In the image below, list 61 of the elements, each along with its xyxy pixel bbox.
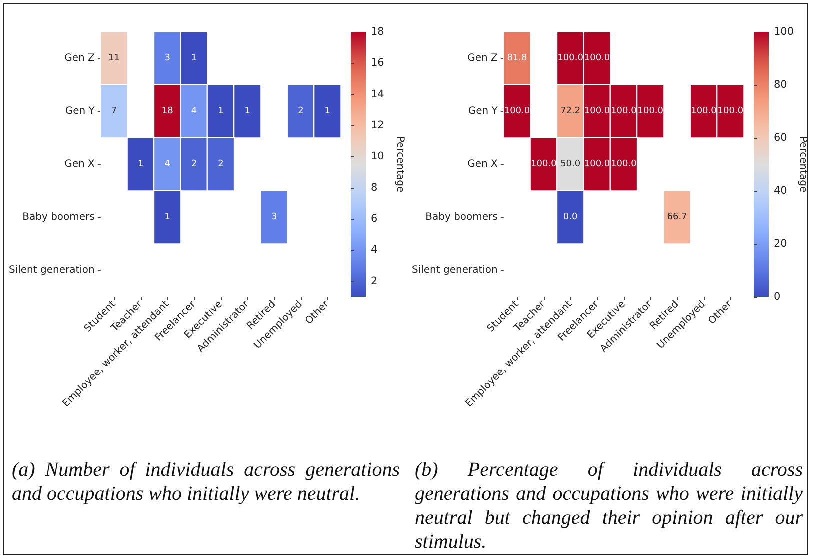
data-label: 100.0	[584, 106, 610, 116]
y-tick-label: Silent generation	[412, 265, 498, 276]
color-bar-label: 6	[371, 213, 378, 226]
data-label: 100.0	[611, 106, 638, 116]
data-label: 100.0	[531, 160, 558, 170]
color-bar-title: Percentage	[798, 136, 808, 193]
color-bar-label: 40	[774, 185, 788, 197]
data-label: 72.2	[560, 106, 581, 116]
color-bar-label: 80	[774, 79, 788, 91]
color-bar-label: 2	[371, 275, 378, 288]
data-label: 1	[244, 106, 250, 116]
text: (a) Number of individuals across generations and occupations who initially were neutral.	[12, 458, 400, 506]
data-label: 81.8	[507, 54, 528, 64]
data-label: 100.0	[718, 106, 744, 116]
color-bar-label: 100	[774, 26, 794, 38]
color-bar-label: 20	[774, 238, 788, 250]
data-label: 100.0	[504, 106, 530, 116]
y-tick-label: Baby boomers	[426, 212, 498, 223]
color-bar-label: 12	[371, 120, 384, 132]
data-label: 3	[271, 212, 278, 222]
data-label: 4	[164, 160, 171, 170]
color-bar-label: 4	[371, 244, 378, 256]
text: (b) Percentage of individuals across generations and occupations who were initially neutral but changed their opinion after our stimulus.	[415, 458, 803, 554]
data-label: 100.0	[584, 54, 610, 64]
data-label: 18	[162, 106, 174, 116]
data-label: 1	[191, 54, 198, 64]
color-bar-label: 10	[371, 150, 384, 163]
y-tick-label: Gen X	[64, 159, 96, 170]
data-label: 1	[164, 212, 170, 222]
y-tick-label: Gen Z	[64, 53, 96, 64]
data-label: 100.0	[611, 160, 638, 170]
y-tick-label: Baby boomers	[22, 212, 95, 223]
data-label: 66.7	[667, 212, 688, 222]
data-label: 100.0	[584, 160, 610, 170]
y-tick-label: Gen Y	[65, 106, 96, 117]
data-label: 2	[298, 106, 304, 116]
data-label: 100.0	[638, 106, 664, 116]
color-bar-label: 16	[371, 57, 385, 70]
data-label: 2	[191, 160, 198, 170]
color-bar-label: 60	[774, 132, 788, 144]
data-label: 100.0	[691, 106, 718, 116]
data-label: 4	[191, 106, 198, 116]
data-label: 100.0	[558, 54, 584, 64]
data-label: 1	[218, 106, 224, 116]
data-label: 3	[164, 54, 170, 64]
data-label: 1	[138, 160, 144, 170]
color-bar-label: 0	[774, 291, 781, 303]
data-label: 11	[108, 54, 120, 64]
color-bar-label: 14	[371, 88, 385, 100]
y-tick-label: Gen Z	[468, 53, 498, 64]
color-bar-label: 8	[371, 182, 378, 194]
color-bar-label: 18	[371, 26, 384, 38]
color-bar-title: Percentage	[394, 136, 406, 193]
y-tick-label: Gen X	[468, 159, 498, 170]
data-label: 2	[218, 160, 224, 170]
data-label: 1	[324, 106, 331, 116]
data-label: 0.0	[563, 212, 578, 222]
y-tick-label: Silent generation	[8, 265, 95, 276]
y-tick-label: Gen Y	[468, 106, 499, 117]
data-label: 50.0	[560, 160, 581, 170]
data-label: 7	[111, 106, 118, 116]
